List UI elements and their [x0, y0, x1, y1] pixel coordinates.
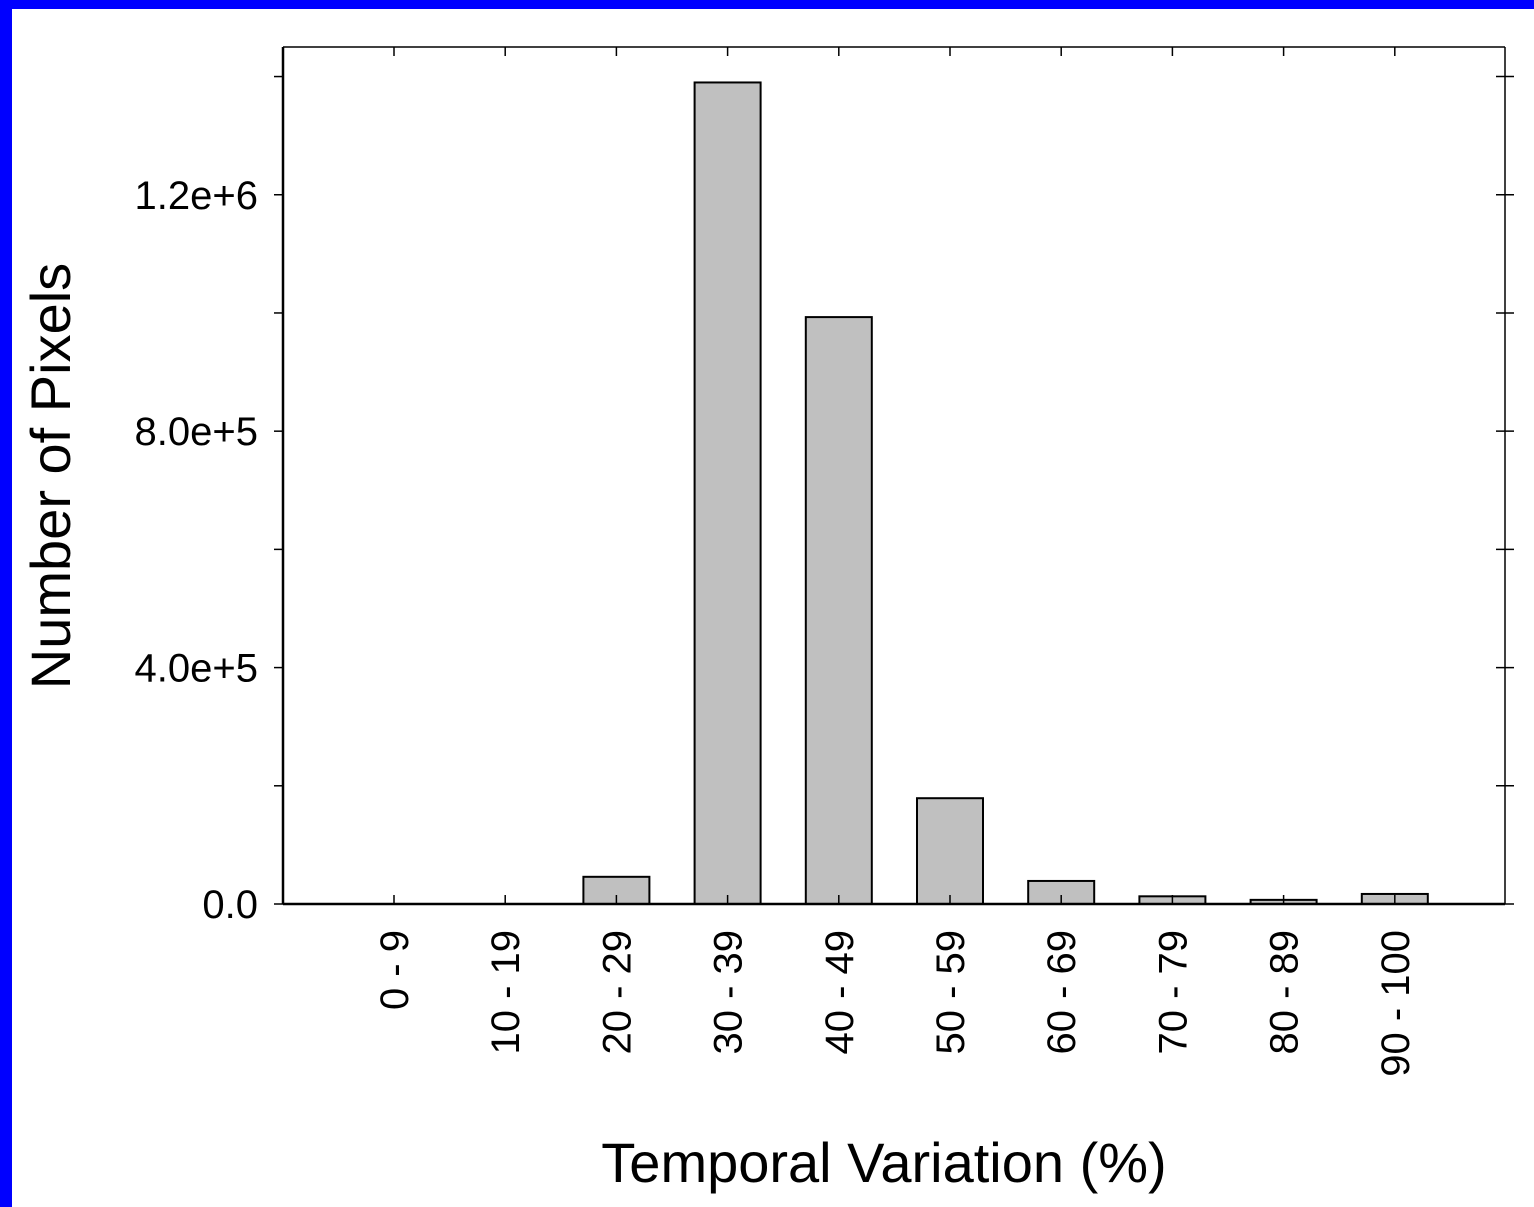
y-tick-label: 8.0e+5	[135, 410, 258, 454]
x-tick-label: 80 - 89	[1263, 930, 1307, 1055]
x-tick-label: 0 - 9	[373, 930, 417, 1010]
y-tick-label: 4.0e+5	[135, 647, 258, 691]
axis-ticks	[274, 47, 1514, 905]
bar-50-59	[916, 797, 984, 906]
slide-background	[12, 9, 1534, 1207]
bars	[582, 81, 1429, 906]
bar-40-49	[804, 316, 873, 905]
y-tick-label: 0.0	[202, 883, 258, 927]
bar-30-39	[693, 81, 762, 905]
x-tick-label: 60 - 69	[1040, 930, 1084, 1055]
y-tick-labels: 0.0 4.0e+5 8.0e+5 1.2e+6	[135, 174, 258, 927]
x-tick-label: 30 - 39	[707, 930, 751, 1055]
x-tick-label: 40 - 49	[818, 930, 862, 1055]
x-axis-title: Temporal Variation (%)	[601, 1131, 1166, 1194]
x-tick-label: 70 - 79	[1151, 930, 1195, 1055]
x-tick-label: 10 - 19	[484, 930, 528, 1055]
y-axis-title: Number of Pixels	[19, 263, 82, 689]
y-tick-label: 1.2e+6	[135, 174, 258, 218]
x-tick-labels: 0 - 9 10 - 19 20 - 29 30 - 39 40 - 49 50 - 59…	[373, 930, 1418, 1077]
x-tick-label: 50 - 59	[929, 930, 973, 1055]
plot-frame	[281, 46, 1506, 906]
x-tick-label: 90 - 100	[1374, 930, 1418, 1077]
x-tick-label: 20 - 29	[595, 930, 639, 1055]
